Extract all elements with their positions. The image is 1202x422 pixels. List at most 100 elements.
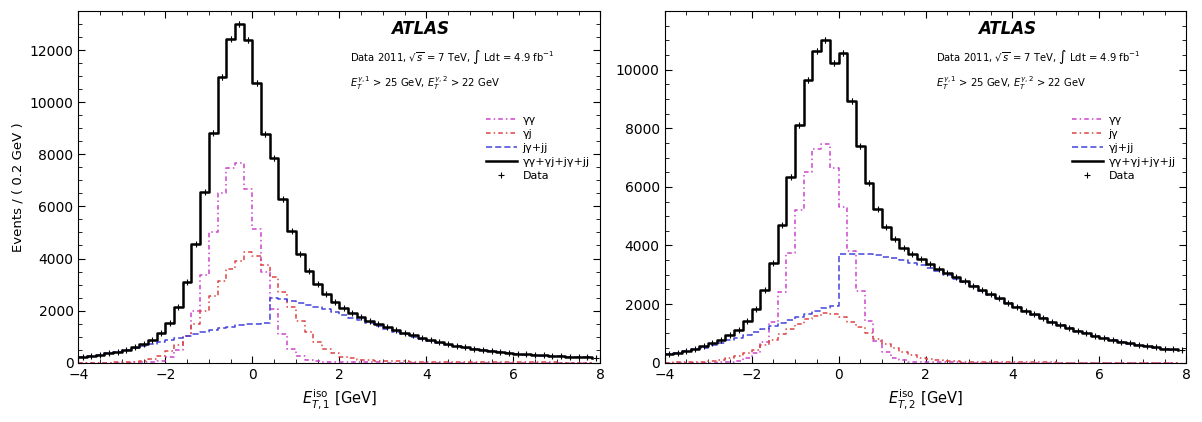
Data bbox=[992, 296, 1006, 301]
jγ+jj bbox=[584, 355, 599, 360]
γγ bbox=[657, 360, 672, 365]
γγ+γj+jγ+jj bbox=[787, 123, 802, 128]
γγ bbox=[988, 360, 1002, 365]
Line: Data: Data bbox=[81, 22, 599, 360]
Legend: γγ, γj, jγ+jj, γγ+γj+jγ+jj, Data: γγ, γj, jγ+jj, γγ+γj+jγ+jj, Data bbox=[486, 115, 589, 181]
γγ+γj+jγ+jj bbox=[254, 132, 268, 137]
jγ+jj bbox=[245, 321, 260, 326]
γj bbox=[159, 349, 173, 354]
jγ+jj bbox=[159, 337, 173, 342]
Line: jγ: jγ bbox=[665, 313, 1178, 362]
γj bbox=[254, 262, 268, 267]
Data bbox=[589, 355, 603, 360]
γγ bbox=[71, 360, 85, 365]
Data bbox=[206, 130, 220, 135]
γj+jj bbox=[787, 314, 802, 319]
γγ+γj+jγ+jj bbox=[71, 354, 85, 360]
jγ+jj bbox=[237, 322, 251, 327]
γγ+γj+jγ+jj bbox=[744, 306, 758, 311]
X-axis label: $E_{T,1}^{\rm iso}$ [GeV]: $E_{T,1}^{\rm iso}$ [GeV] bbox=[302, 387, 376, 411]
Line: γγ+γj+jγ+jj: γγ+γj+jγ+jj bbox=[78, 24, 591, 357]
γj+jj bbox=[805, 308, 820, 314]
Data bbox=[792, 123, 807, 128]
Data bbox=[76, 354, 90, 360]
γj bbox=[245, 253, 260, 258]
γj bbox=[237, 250, 251, 255]
jγ bbox=[805, 314, 820, 319]
Data bbox=[749, 306, 763, 311]
γj bbox=[202, 293, 216, 298]
γγ bbox=[805, 146, 820, 151]
Data bbox=[810, 48, 825, 53]
jγ bbox=[988, 360, 1002, 365]
γj+jj bbox=[988, 296, 1002, 301]
γj bbox=[584, 360, 599, 365]
Data bbox=[844, 99, 858, 104]
Data bbox=[1174, 348, 1189, 353]
γγ+γj+jγ+jj bbox=[227, 22, 242, 27]
γγ bbox=[159, 355, 173, 360]
γγ bbox=[832, 205, 846, 210]
Text: $E_T^{\gamma,1}$ > 25 GeV, $E_T^{\gamma,2}$ > 22 GeV: $E_T^{\gamma,1}$ > 25 GeV, $E_T^{\gamma,… bbox=[350, 74, 500, 92]
jγ+jj bbox=[262, 295, 276, 300]
γj+jj bbox=[822, 303, 837, 308]
γj+jj bbox=[1171, 348, 1185, 353]
Line: γj: γj bbox=[78, 252, 591, 362]
Y-axis label: Events / ( 0.2 GeV ): Events / ( 0.2 GeV ) bbox=[11, 122, 24, 252]
γγ+γj+jγ+jj bbox=[245, 81, 260, 86]
γj+jj bbox=[832, 251, 846, 256]
γj bbox=[71, 360, 85, 365]
γj bbox=[401, 359, 416, 364]
γγ bbox=[787, 208, 802, 213]
γγ bbox=[219, 165, 233, 170]
γγ+γj+jγ+jj bbox=[814, 38, 828, 43]
γγ+γj+jγ+jj bbox=[832, 51, 846, 56]
Line: γj+jj: γj+jj bbox=[665, 254, 1178, 354]
γγ+γj+jγ+jj bbox=[988, 296, 1002, 301]
Data bbox=[662, 352, 677, 357]
γγ bbox=[245, 227, 260, 232]
Text: Data 2011, $\sqrt{s}$ = 7 TeV, $\int$ Ldt = 4.9 fb$^{-1}$: Data 2011, $\sqrt{s}$ = 7 TeV, $\int$ Ld… bbox=[936, 48, 1141, 66]
jγ bbox=[814, 311, 828, 316]
γγ+γj+jγ+jj bbox=[219, 36, 233, 41]
jγ+jj bbox=[401, 334, 416, 339]
γγ bbox=[744, 350, 758, 355]
γj+jj bbox=[657, 352, 672, 357]
jγ bbox=[787, 321, 802, 326]
γγ bbox=[254, 270, 268, 275]
Data bbox=[250, 81, 264, 86]
γγ bbox=[227, 161, 242, 166]
jγ bbox=[1171, 360, 1185, 365]
Data bbox=[224, 36, 238, 41]
Text: Data 2011, $\sqrt{s}$ = 7 TeV, $\int$ Ldt = 4.9 fb$^{-1}$: Data 2011, $\sqrt{s}$ = 7 TeV, $\int$ Ld… bbox=[350, 48, 554, 66]
Line: γγ: γγ bbox=[665, 144, 1178, 362]
jγ+jj bbox=[219, 324, 233, 329]
Text: $E_T^{\gamma,1}$ > 25 GeV, $E_T^{\gamma,2}$ > 22 GeV: $E_T^{\gamma,1}$ > 25 GeV, $E_T^{\gamma,… bbox=[936, 74, 1087, 92]
γγ bbox=[1171, 360, 1185, 365]
Data bbox=[232, 22, 246, 27]
γγ+γj+jγ+jj bbox=[159, 321, 173, 326]
Line: γγ+γj+jγ+jj: γγ+γj+jγ+jj bbox=[665, 41, 1178, 354]
γj+jj bbox=[840, 251, 855, 256]
γγ+γj+jγ+jj bbox=[657, 352, 672, 357]
γγ+γj+jγ+jj bbox=[805, 48, 820, 53]
jγ+jj bbox=[202, 328, 216, 333]
Data bbox=[835, 51, 850, 56]
Text: ATLAS: ATLAS bbox=[392, 20, 450, 38]
jγ bbox=[840, 319, 855, 325]
Legend: γγ, jγ, γj+jj, γγ+γj+jγ+jj, Data: γγ, jγ, γj+jj, γγ+γj+jγ+jj, Data bbox=[1072, 115, 1176, 181]
Data bbox=[258, 132, 273, 137]
γj+jj bbox=[744, 329, 758, 334]
X-axis label: $E_{T,2}^{\rm iso}$ [GeV]: $E_{T,2}^{\rm iso}$ [GeV] bbox=[888, 387, 963, 411]
jγ+jj bbox=[71, 354, 85, 360]
Line: jγ+jj: jγ+jj bbox=[78, 298, 591, 358]
Data bbox=[819, 38, 833, 43]
γγ+γj+jγ+jj bbox=[401, 333, 416, 338]
γγ bbox=[840, 249, 855, 254]
Line: γγ: γγ bbox=[78, 163, 591, 362]
Line: Data: Data bbox=[666, 38, 1185, 357]
γγ bbox=[584, 360, 599, 365]
Text: ATLAS: ATLAS bbox=[977, 20, 1036, 38]
γγ bbox=[814, 142, 828, 147]
jγ bbox=[744, 347, 758, 352]
